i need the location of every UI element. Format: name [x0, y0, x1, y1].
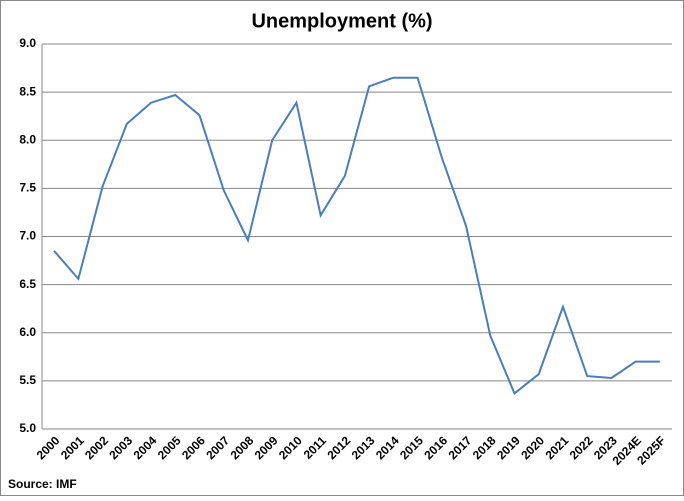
source-note: Source: IMF	[8, 477, 77, 491]
y-tick-label: 8.5	[19, 84, 36, 98]
y-tick-label: 6.0	[19, 325, 36, 339]
y-tick-label: 7.5	[19, 181, 36, 195]
y-tick-label: 9.0	[19, 36, 36, 50]
y-tick-label: 5.5	[19, 373, 36, 387]
y-tick-label: 6.5	[19, 277, 36, 291]
y-tick-label: 5.0	[19, 421, 36, 435]
y-tick-label: 8.0	[19, 132, 36, 146]
y-tick-label: 7.0	[19, 229, 36, 243]
chart-title: Unemployment (%)	[251, 10, 432, 32]
data-line	[53, 76, 660, 395]
